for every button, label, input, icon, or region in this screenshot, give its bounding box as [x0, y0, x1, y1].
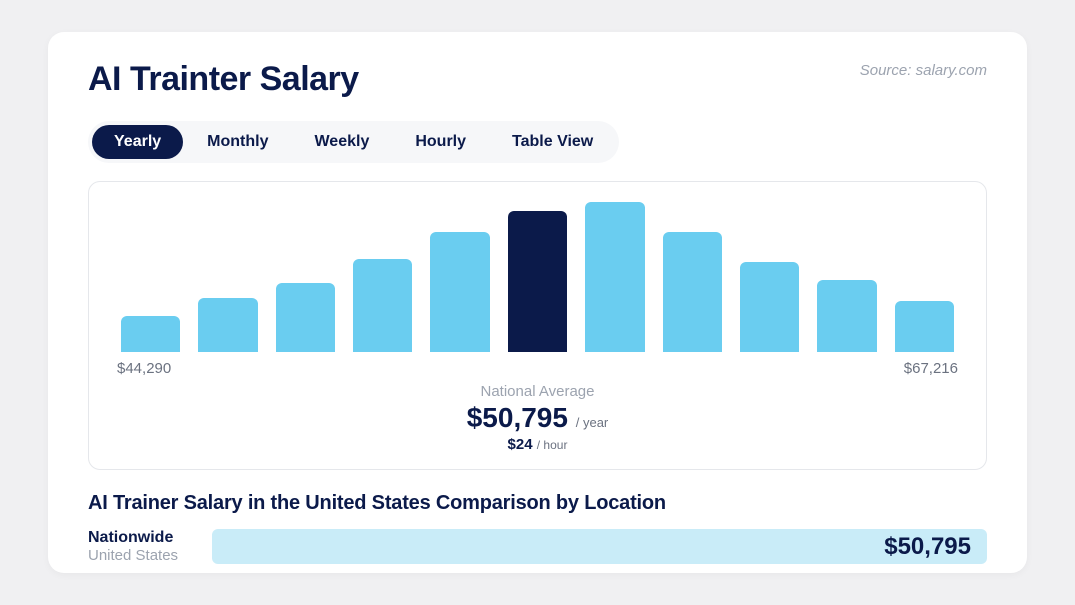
sub-value-unit: / hour	[537, 438, 568, 452]
min-salary-label: $44,290	[117, 360, 171, 377]
location-row-nationwide: Nationwide United States $50,795	[88, 529, 987, 564]
period-tabs: Yearly Monthly Weekly Hourly Table View	[88, 121, 619, 163]
bar-10	[895, 301, 954, 352]
national-average-caption: National Average	[117, 383, 958, 400]
header-row: AI Trainter Salary Source: salary.com	[88, 60, 987, 99]
tab-monthly[interactable]: Monthly	[185, 125, 290, 159]
tab-hourly[interactable]: Hourly	[393, 125, 488, 159]
salary-card: AI Trainter Salary Source: salary.com Ye…	[48, 32, 1027, 573]
hourly-value: $24 / hour	[117, 436, 958, 453]
bar-3	[353, 259, 412, 352]
salary-distribution-chart: $44,290 $67,216 National Average $50,795…	[88, 181, 987, 470]
bar-5	[508, 211, 567, 352]
max-salary-label: $67,216	[904, 360, 958, 377]
location-bar: $50,795	[212, 529, 987, 564]
bar-8	[740, 262, 799, 352]
comparison-section-title: AI Trainer Salary in the United States C…	[88, 492, 987, 515]
location-text: Nationwide United States	[88, 529, 188, 564]
location-name: Nationwide	[88, 529, 188, 547]
bar-7	[663, 232, 722, 352]
national-average-block: National Average $50,795 / year $24 / ho…	[117, 383, 958, 453]
main-value-unit: / year	[576, 415, 609, 430]
tab-yearly[interactable]: Yearly	[92, 125, 183, 159]
location-sub: United States	[88, 547, 188, 564]
bar-2	[276, 283, 335, 352]
axis-labels: $44,290 $67,216	[117, 360, 958, 377]
bars-area	[117, 202, 958, 352]
bar-9	[817, 280, 876, 352]
national-average-value: $50,795 / year	[117, 402, 958, 434]
bar-4	[430, 232, 489, 352]
location-value: $50,795	[884, 533, 971, 561]
sub-value-text: $24	[508, 436, 533, 453]
page-title: AI Trainter Salary	[88, 60, 359, 99]
bar-1	[198, 298, 257, 352]
main-value-text: $50,795	[467, 402, 568, 433]
bar-0	[121, 316, 180, 352]
tab-table-view[interactable]: Table View	[490, 125, 615, 159]
source-label: Source: salary.com	[860, 62, 987, 79]
bar-6	[585, 202, 644, 352]
tab-weekly[interactable]: Weekly	[292, 125, 391, 159]
